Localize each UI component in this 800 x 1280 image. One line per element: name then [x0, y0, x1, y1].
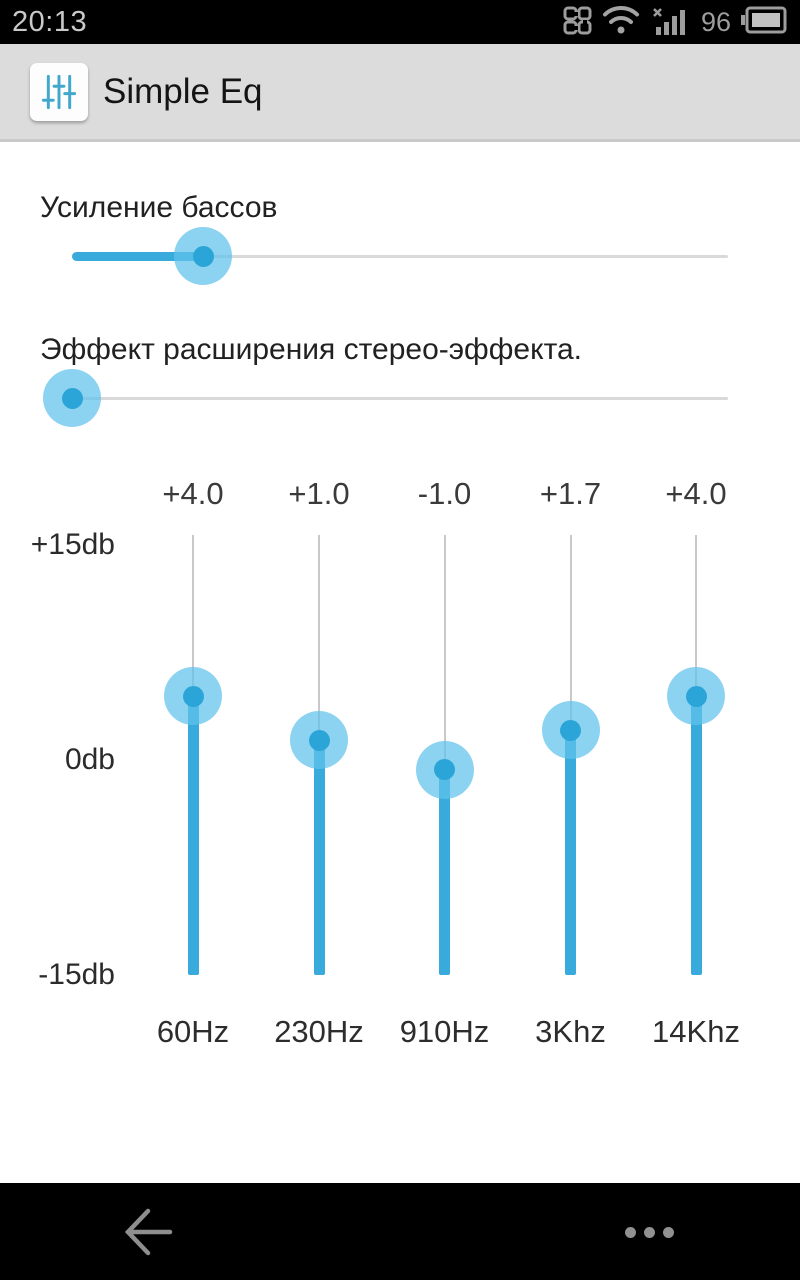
band-2-slider-track-upper[interactable]: [443, 535, 446, 770]
battery-percent: 96: [700, 6, 731, 37]
app-title: Simple Eq: [103, 71, 263, 111]
band-4-slider-track-upper[interactable]: [695, 535, 697, 697]
status-bar: 20:13: [0, 0, 800, 44]
eq-scale-label-15db: +15db: [30, 528, 115, 561]
band-3-slider-track-upper[interactable]: [569, 535, 572, 731]
bass-slider-fill: [72, 251, 204, 261]
stereo-slider-track[interactable]: [72, 396, 728, 400]
bass-boost-label: Усиление бассов: [40, 191, 278, 224]
band-3-frequency-label: 3Khz: [535, 1014, 606, 1049]
menu-dot-icon: [643, 1226, 655, 1238]
band-3-slider-track-lower[interactable]: [565, 730, 576, 975]
bass-boost-slider[interactable]: [0, 227, 800, 285]
menu-dot-icon: [624, 1226, 636, 1238]
band-0-slider-track-lower[interactable]: [187, 696, 199, 975]
signal-strength-icon: [650, 4, 692, 41]
stereo-slider-thumb[interactable]: [43, 369, 101, 427]
battery-icon: [740, 5, 788, 40]
band-4-gain-value: +4.0: [665, 476, 727, 511]
band-1-slider-thumb-dot: [308, 729, 330, 751]
menu-overflow-button[interactable]: [616, 1213, 682, 1251]
band-2-frequency-label: 910Hz: [399, 1014, 490, 1049]
band-0-slider-thumb-dot: [182, 685, 204, 707]
eq-scale-label-15db: -15db: [38, 958, 115, 991]
bass-slider-thumb[interactable]: [174, 227, 233, 285]
status-icons: 96: [562, 4, 788, 41]
stereo-slider-thumb-dot: [61, 387, 83, 409]
band-0-gain-value: +4.0: [162, 476, 224, 511]
band-0-frequency-label: 60Hz: [156, 1014, 230, 1049]
band-2-slider-track-lower[interactable]: [439, 769, 450, 975]
band-0-slider-track-upper[interactable]: [192, 535, 194, 697]
band-4-frequency-label: 14Khz: [652, 1014, 740, 1049]
stereo-effect-label: Эффект расширения стерео-эффекта.: [40, 333, 582, 366]
bass-slider-thumb-dot: [192, 245, 214, 267]
band-1-gain-value: +1.0: [288, 476, 350, 511]
app-bar: Simple Eq: [0, 44, 800, 142]
band-2-slider-thumb-dot: [434, 759, 455, 781]
status-time: 20:13: [12, 5, 88, 38]
band-3-slider-thumb[interactable]: [541, 701, 600, 760]
wifi-icon: [601, 4, 641, 41]
menu-dot-icon: [662, 1226, 674, 1238]
band-4-slider-thumb[interactable]: [667, 667, 725, 726]
app-grid-icon: [562, 5, 592, 40]
band-4-slider-track-lower[interactable]: [690, 696, 702, 975]
back-button[interactable]: [124, 1207, 176, 1257]
band-2-gain-value: -1.0: [417, 476, 472, 511]
navigation-bar: [0, 1183, 800, 1280]
band-3-gain-value: +1.7: [539, 476, 602, 511]
band-1-frequency-label: 230Hz: [274, 1014, 364, 1049]
bass-slider-track[interactable]: [72, 254, 728, 258]
app-icon: [30, 62, 88, 121]
band-1-slider-track-upper[interactable]: [318, 535, 320, 741]
band-3-slider-thumb-dot: [560, 719, 581, 741]
band-1-slider-track-lower[interactable]: [313, 740, 325, 975]
band-0-slider-thumb[interactable]: [164, 667, 222, 726]
band-4-slider-thumb-dot: [685, 685, 707, 707]
stereo-effect-slider[interactable]: [0, 369, 800, 427]
band-1-slider-thumb[interactable]: [290, 711, 348, 770]
band-2-slider-thumb[interactable]: [415, 740, 474, 799]
content: Усиление бассов Эффект расширения стерео…: [0, 145, 800, 1183]
eq-scale-label-0db: 0db: [64, 743, 115, 776]
